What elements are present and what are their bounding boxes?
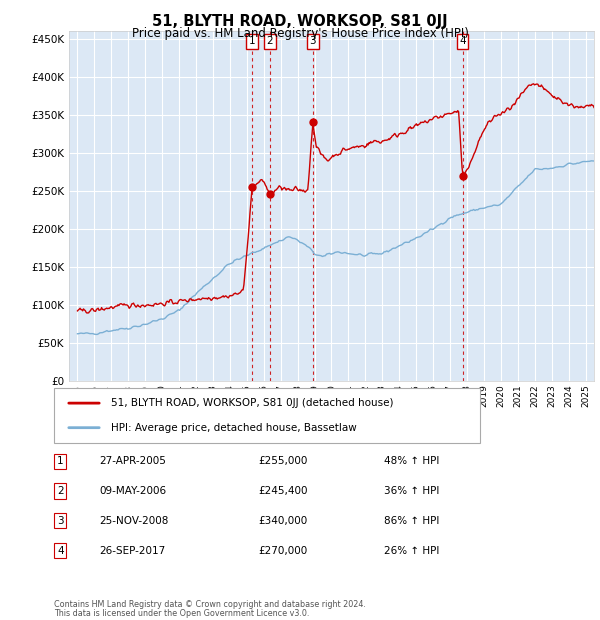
Text: 09-MAY-2006: 09-MAY-2006	[99, 486, 166, 496]
Text: £340,000: £340,000	[258, 516, 307, 526]
Text: 27-APR-2005: 27-APR-2005	[99, 456, 166, 466]
Text: £270,000: £270,000	[258, 546, 307, 556]
Text: £245,400: £245,400	[258, 486, 308, 496]
Text: 86% ↑ HPI: 86% ↑ HPI	[384, 516, 439, 526]
Text: 2: 2	[57, 486, 64, 496]
Text: 36% ↑ HPI: 36% ↑ HPI	[384, 486, 439, 496]
Text: 26% ↑ HPI: 26% ↑ HPI	[384, 546, 439, 556]
Text: 3: 3	[57, 516, 64, 526]
Text: 4: 4	[459, 36, 466, 46]
Text: 2: 2	[266, 36, 273, 46]
Text: 48% ↑ HPI: 48% ↑ HPI	[384, 456, 439, 466]
Text: £255,000: £255,000	[258, 456, 307, 466]
Text: 1: 1	[249, 36, 256, 46]
Text: 26-SEP-2017: 26-SEP-2017	[99, 546, 165, 556]
Text: Price paid vs. HM Land Registry's House Price Index (HPI): Price paid vs. HM Land Registry's House …	[131, 27, 469, 40]
Text: Contains HM Land Registry data © Crown copyright and database right 2024.: Contains HM Land Registry data © Crown c…	[54, 600, 366, 609]
Text: 1: 1	[57, 456, 64, 466]
Text: 51, BLYTH ROAD, WORKSOP, S81 0JJ: 51, BLYTH ROAD, WORKSOP, S81 0JJ	[152, 14, 448, 29]
Text: 4: 4	[57, 546, 64, 556]
Text: 51, BLYTH ROAD, WORKSOP, S81 0JJ (detached house): 51, BLYTH ROAD, WORKSOP, S81 0JJ (detach…	[111, 398, 394, 408]
Text: This data is licensed under the Open Government Licence v3.0.: This data is licensed under the Open Gov…	[54, 609, 310, 618]
Text: HPI: Average price, detached house, Bassetlaw: HPI: Average price, detached house, Bass…	[111, 423, 357, 433]
Text: 3: 3	[310, 36, 316, 46]
Text: 25-NOV-2008: 25-NOV-2008	[99, 516, 169, 526]
